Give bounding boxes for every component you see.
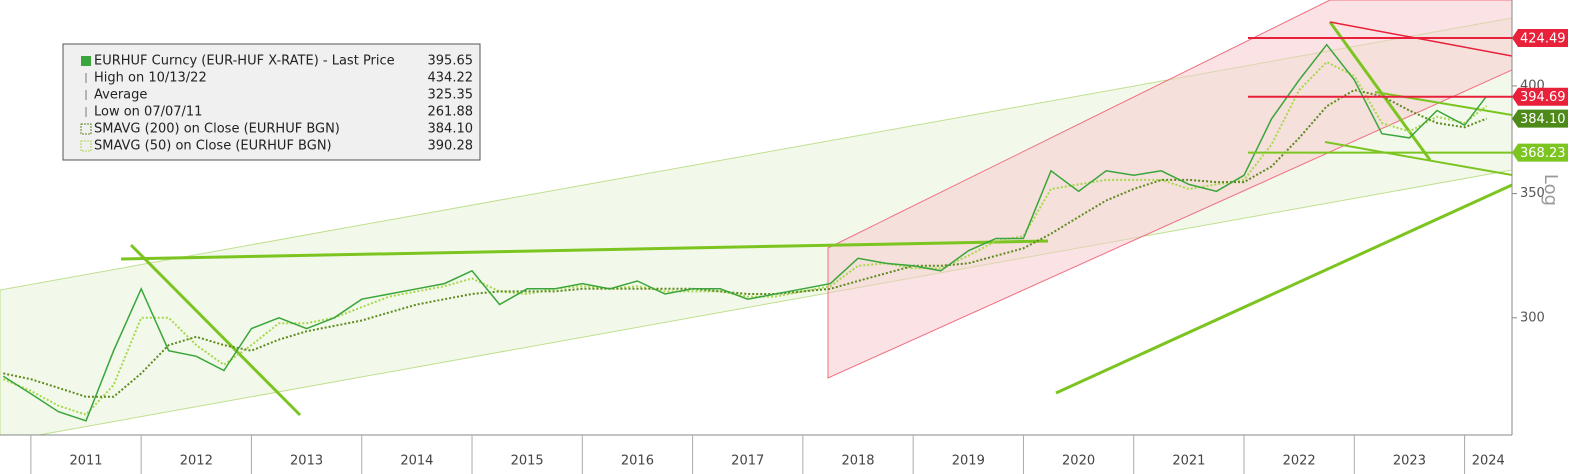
- legend-label: SMAVG (200) on Close (EURHUF BGN): [94, 122, 340, 137]
- legend-value: 434.22: [428, 71, 474, 86]
- trend-line: [1328, 21, 1432, 161]
- series-layer: [2, 43, 1488, 422]
- x-tick-label: 2011: [69, 454, 102, 469]
- level-tag: [1512, 29, 1568, 48]
- trend-line: [1055, 183, 1512, 395]
- scale-label: Log: [1540, 174, 1561, 206]
- level-label: 394.69: [1520, 90, 1566, 105]
- level-tag: [1512, 87, 1568, 106]
- x-tick-label: 2021: [1172, 454, 1205, 469]
- x-tick-label: 2022: [1283, 454, 1316, 469]
- x-tick-label: 2016: [621, 454, 654, 469]
- legend-value: 390.28: [428, 139, 474, 154]
- x-tick-label: 2024: [1472, 454, 1505, 469]
- legend-swatch: [81, 56, 91, 66]
- x-tick-label: 2012: [180, 454, 213, 469]
- legend-box: [62, 43, 481, 161]
- legend-value: 395.65: [428, 54, 474, 69]
- trend-line: [120, 239, 1049, 261]
- x-tick-label: 2019: [952, 454, 985, 469]
- level-label: 424.49: [1520, 32, 1566, 47]
- y-tick-label: 350: [1520, 186, 1545, 201]
- x-tick-label: 2013: [290, 454, 323, 469]
- x-tick-label: 2023: [1393, 454, 1426, 469]
- x-tick-label: 2020: [1062, 454, 1095, 469]
- series-line: [3, 88, 1487, 398]
- y-tick-label: 300: [1520, 310, 1545, 325]
- trend-line: [1324, 141, 1512, 176]
- x-tick-label: 2015: [511, 454, 544, 469]
- legend-swatch: [80, 140, 92, 152]
- legend-value: 261.88: [428, 105, 474, 120]
- x-tick-label: 2017: [731, 454, 764, 469]
- legend-label: Average: [94, 88, 147, 103]
- legend-value: 325.35: [428, 88, 474, 103]
- red-channel: [827, 0, 1512, 379]
- legend-label: High on 10/13/22: [94, 71, 207, 86]
- series-line: [2, 60, 1488, 416]
- series-line: [2, 43, 1488, 422]
- legend-value: 384.10: [428, 122, 474, 137]
- level-label: 384.10: [1520, 112, 1566, 127]
- legend: EURHUF Curncy (EUR-HUF X-RATE) - Last Pr…: [62, 43, 481, 161]
- legend-swatch: [80, 123, 92, 135]
- x-tick-label: 2014: [400, 454, 433, 469]
- legend-label: Low on 07/07/11: [94, 105, 202, 120]
- x-tick-label: 2018: [841, 454, 874, 469]
- annotations: [0, 0, 1512, 435]
- level-label: 368.23: [1520, 146, 1566, 161]
- trend-line: [129, 243, 302, 417]
- level-tag: [1512, 143, 1568, 162]
- legend-label: SMAVG (50) on Close (EURHUF BGN): [94, 139, 332, 154]
- legend-label: EURHUF Curncy (EUR-HUF X-RATE) - Last Pr…: [94, 54, 395, 69]
- level-tag: [1512, 109, 1568, 128]
